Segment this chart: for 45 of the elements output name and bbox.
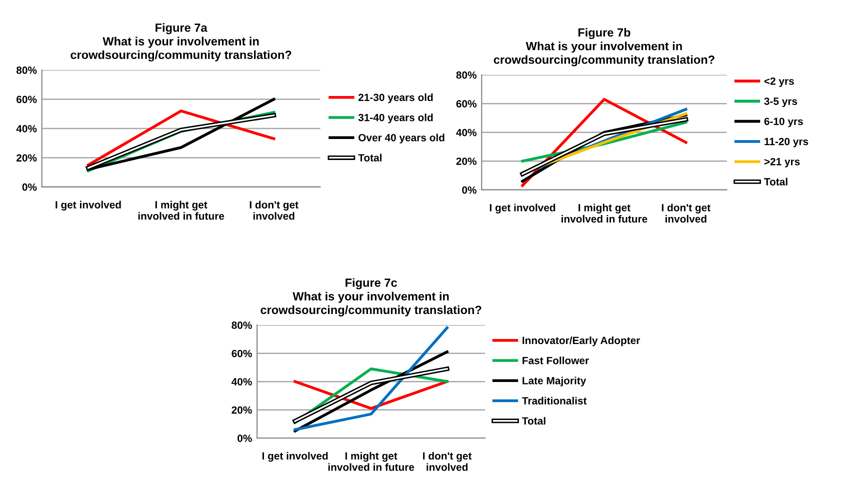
legend-label: 21-30 years old <box>358 93 433 104</box>
legend-label: Total <box>764 178 788 186</box>
chart-title: Figure 7a <box>156 23 208 34</box>
x-tick-label: I get involved <box>262 452 328 462</box>
x-tick-label: I might get involved in future <box>562 204 648 223</box>
legend-label: Traditionalist <box>522 396 587 404</box>
x-tick-label: I might get involved in future <box>328 452 414 471</box>
y-tick-label: 60% <box>456 100 477 108</box>
legend-label: Over 40 years old <box>358 134 444 144</box>
x-tick-label: I don't get involved <box>662 204 710 223</box>
y-tick-label: 0% <box>22 183 37 191</box>
chart-subtitle: What is your involvement in crowdsourcing/community translation? <box>260 292 482 316</box>
chart-subtitle: What is your involvement in crowdsourcing/community translation? <box>70 36 292 62</box>
chart-title: Figure 7b <box>578 28 630 40</box>
legend-label: 3-5 yrs <box>764 98 798 108</box>
x-tick-label: I get involved <box>56 200 121 211</box>
legend-label: >21 yrs <box>764 158 800 168</box>
y-tick-label: 80% <box>16 66 37 74</box>
legend-label: Total <box>522 416 546 425</box>
y-tick-label: 80% <box>456 71 477 79</box>
y-tick-label: 40% <box>456 128 477 136</box>
legend-label: Fast Follower <box>522 356 589 364</box>
chart-subtitle: What is your involvement in crowdsourcing/community translation? <box>494 42 714 66</box>
y-tick-label: 20% <box>456 158 477 165</box>
legend-label: Total <box>358 154 382 162</box>
y-tick-label: 20% <box>16 154 37 162</box>
legend-label: 6-10 yrs <box>764 118 803 128</box>
y-tick-label: 40% <box>16 124 37 132</box>
chart-title: Figure 7c <box>346 278 397 290</box>
y-tick-label: 60% <box>232 350 252 358</box>
legend-label: Late Majority <box>522 376 586 386</box>
x-tick-label: I don't get involved <box>250 200 298 220</box>
y-tick-label: 60% <box>16 96 37 104</box>
legend-label: <2 yrs <box>764 77 794 87</box>
y-tick-label: 40% <box>232 378 252 386</box>
y-tick-label: 80% <box>232 322 252 329</box>
legend-label: Innovator/Early Adopter <box>522 336 640 346</box>
y-tick-label: 0% <box>238 434 252 442</box>
y-tick-label: 0% <box>462 186 477 194</box>
x-tick-label: I don't get involved <box>423 452 472 471</box>
x-tick-label: I might get involved in future <box>138 200 224 220</box>
legend-label: 11-20 yrs <box>764 138 808 148</box>
legend-label: 31-40 years old <box>358 114 433 124</box>
x-tick-label: I get involved <box>490 204 556 214</box>
y-tick-label: 20% <box>232 406 252 414</box>
